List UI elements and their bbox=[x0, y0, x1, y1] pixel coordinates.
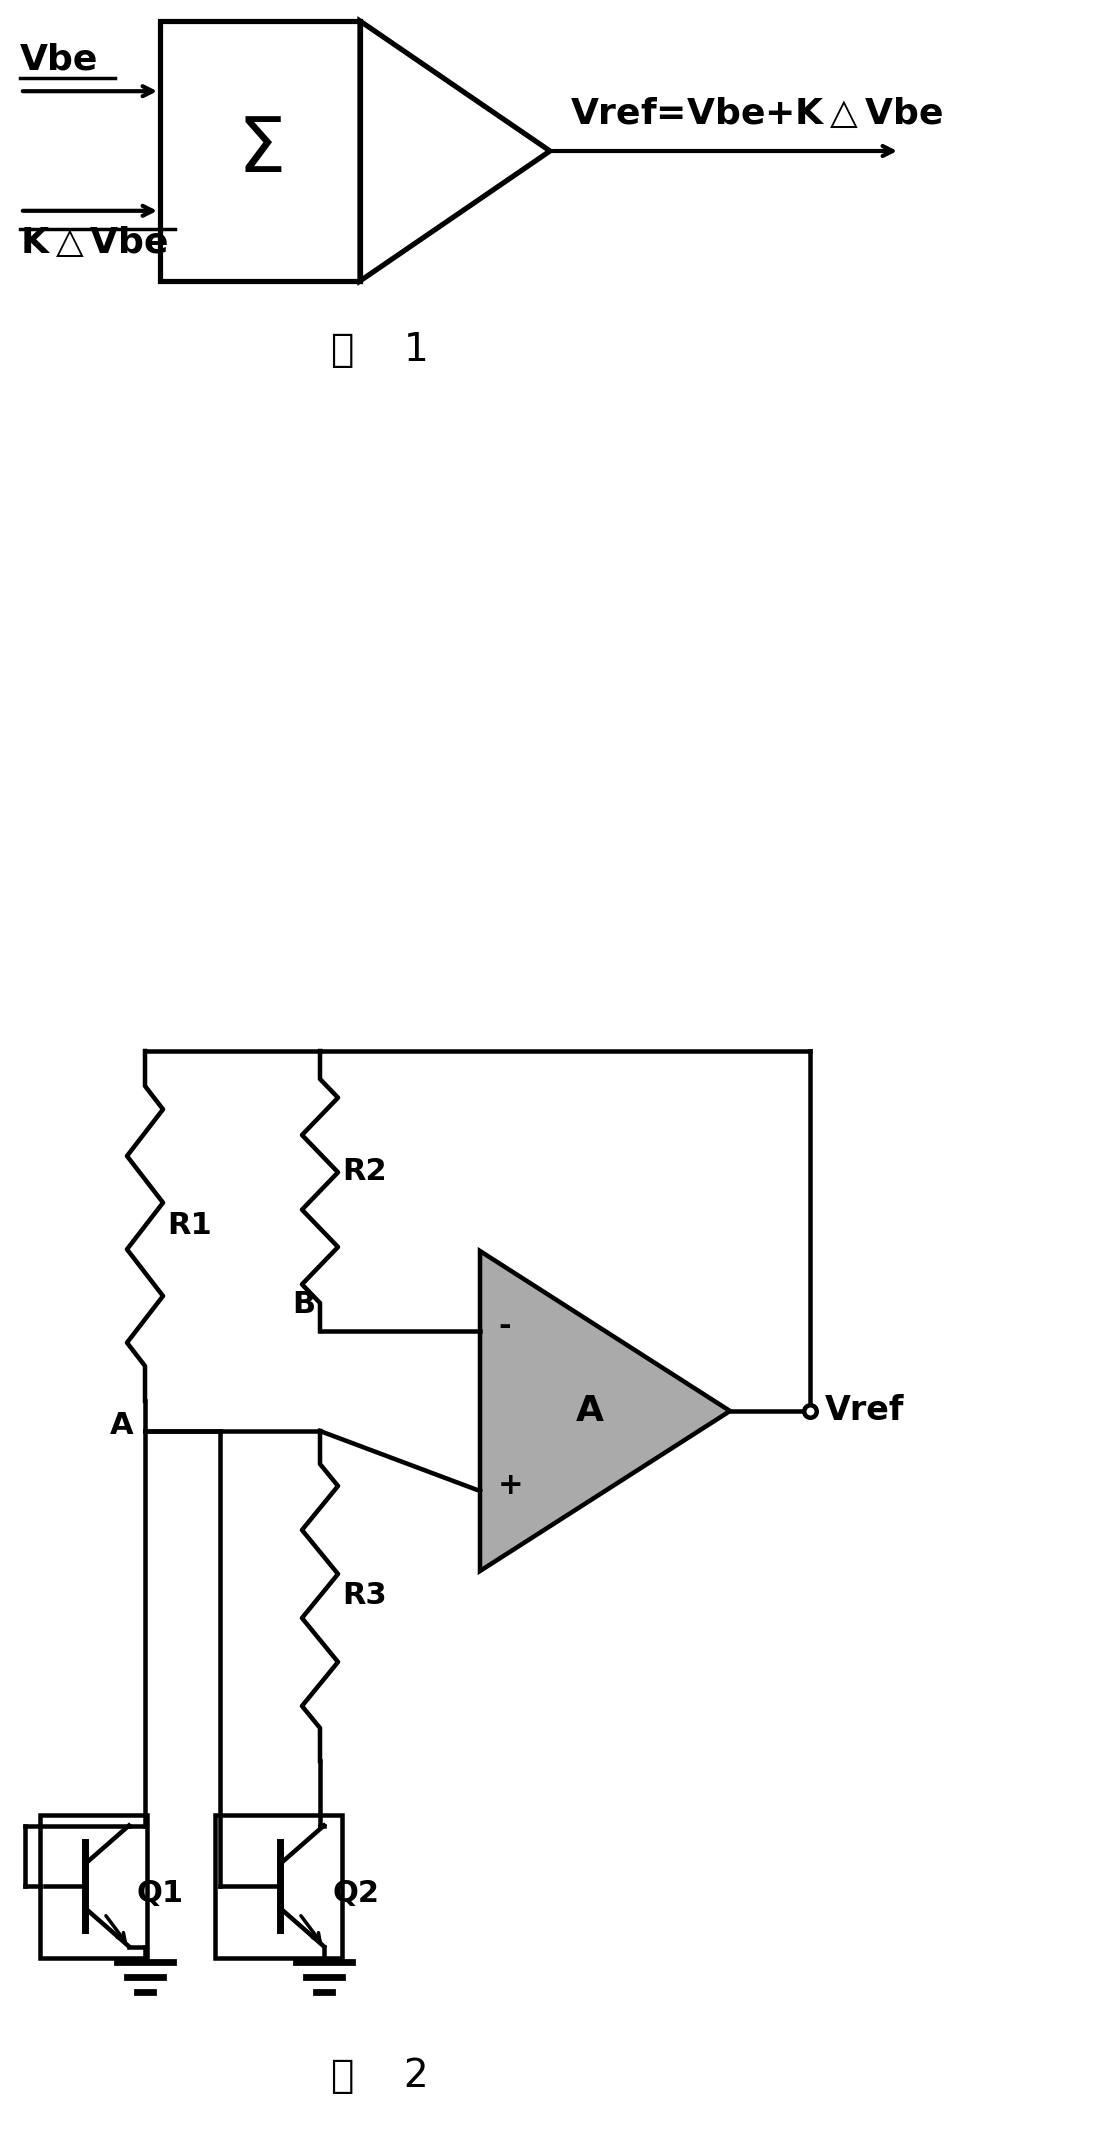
Text: $\Sigma$: $\Sigma$ bbox=[237, 114, 282, 187]
Text: 图    2: 图 2 bbox=[331, 2056, 429, 2095]
Text: R2: R2 bbox=[342, 1157, 387, 1185]
Text: K$\triangle$Vbe: K$\triangle$Vbe bbox=[20, 226, 169, 260]
Polygon shape bbox=[480, 1252, 730, 1570]
Text: Q2: Q2 bbox=[332, 1880, 379, 1908]
Text: Vref: Vref bbox=[825, 1394, 904, 1428]
Text: A: A bbox=[109, 1411, 133, 1441]
Text: R1: R1 bbox=[167, 1211, 212, 1241]
Text: +: + bbox=[497, 1471, 524, 1501]
Text: B: B bbox=[292, 1291, 315, 1319]
Text: R3: R3 bbox=[342, 1581, 387, 1611]
Bar bbox=[40, 1815, 147, 1957]
Bar bbox=[215, 1815, 342, 1957]
Text: Vref=Vbe+K$\triangle$Vbe: Vref=Vbe+K$\triangle$Vbe bbox=[570, 97, 943, 131]
Text: -: - bbox=[497, 1312, 511, 1340]
Text: Q1: Q1 bbox=[137, 1880, 184, 1908]
Text: Vbe: Vbe bbox=[20, 43, 98, 75]
Bar bbox=[160, 22, 360, 282]
Text: A: A bbox=[576, 1394, 604, 1428]
Text: 图    1: 图 1 bbox=[331, 331, 429, 370]
